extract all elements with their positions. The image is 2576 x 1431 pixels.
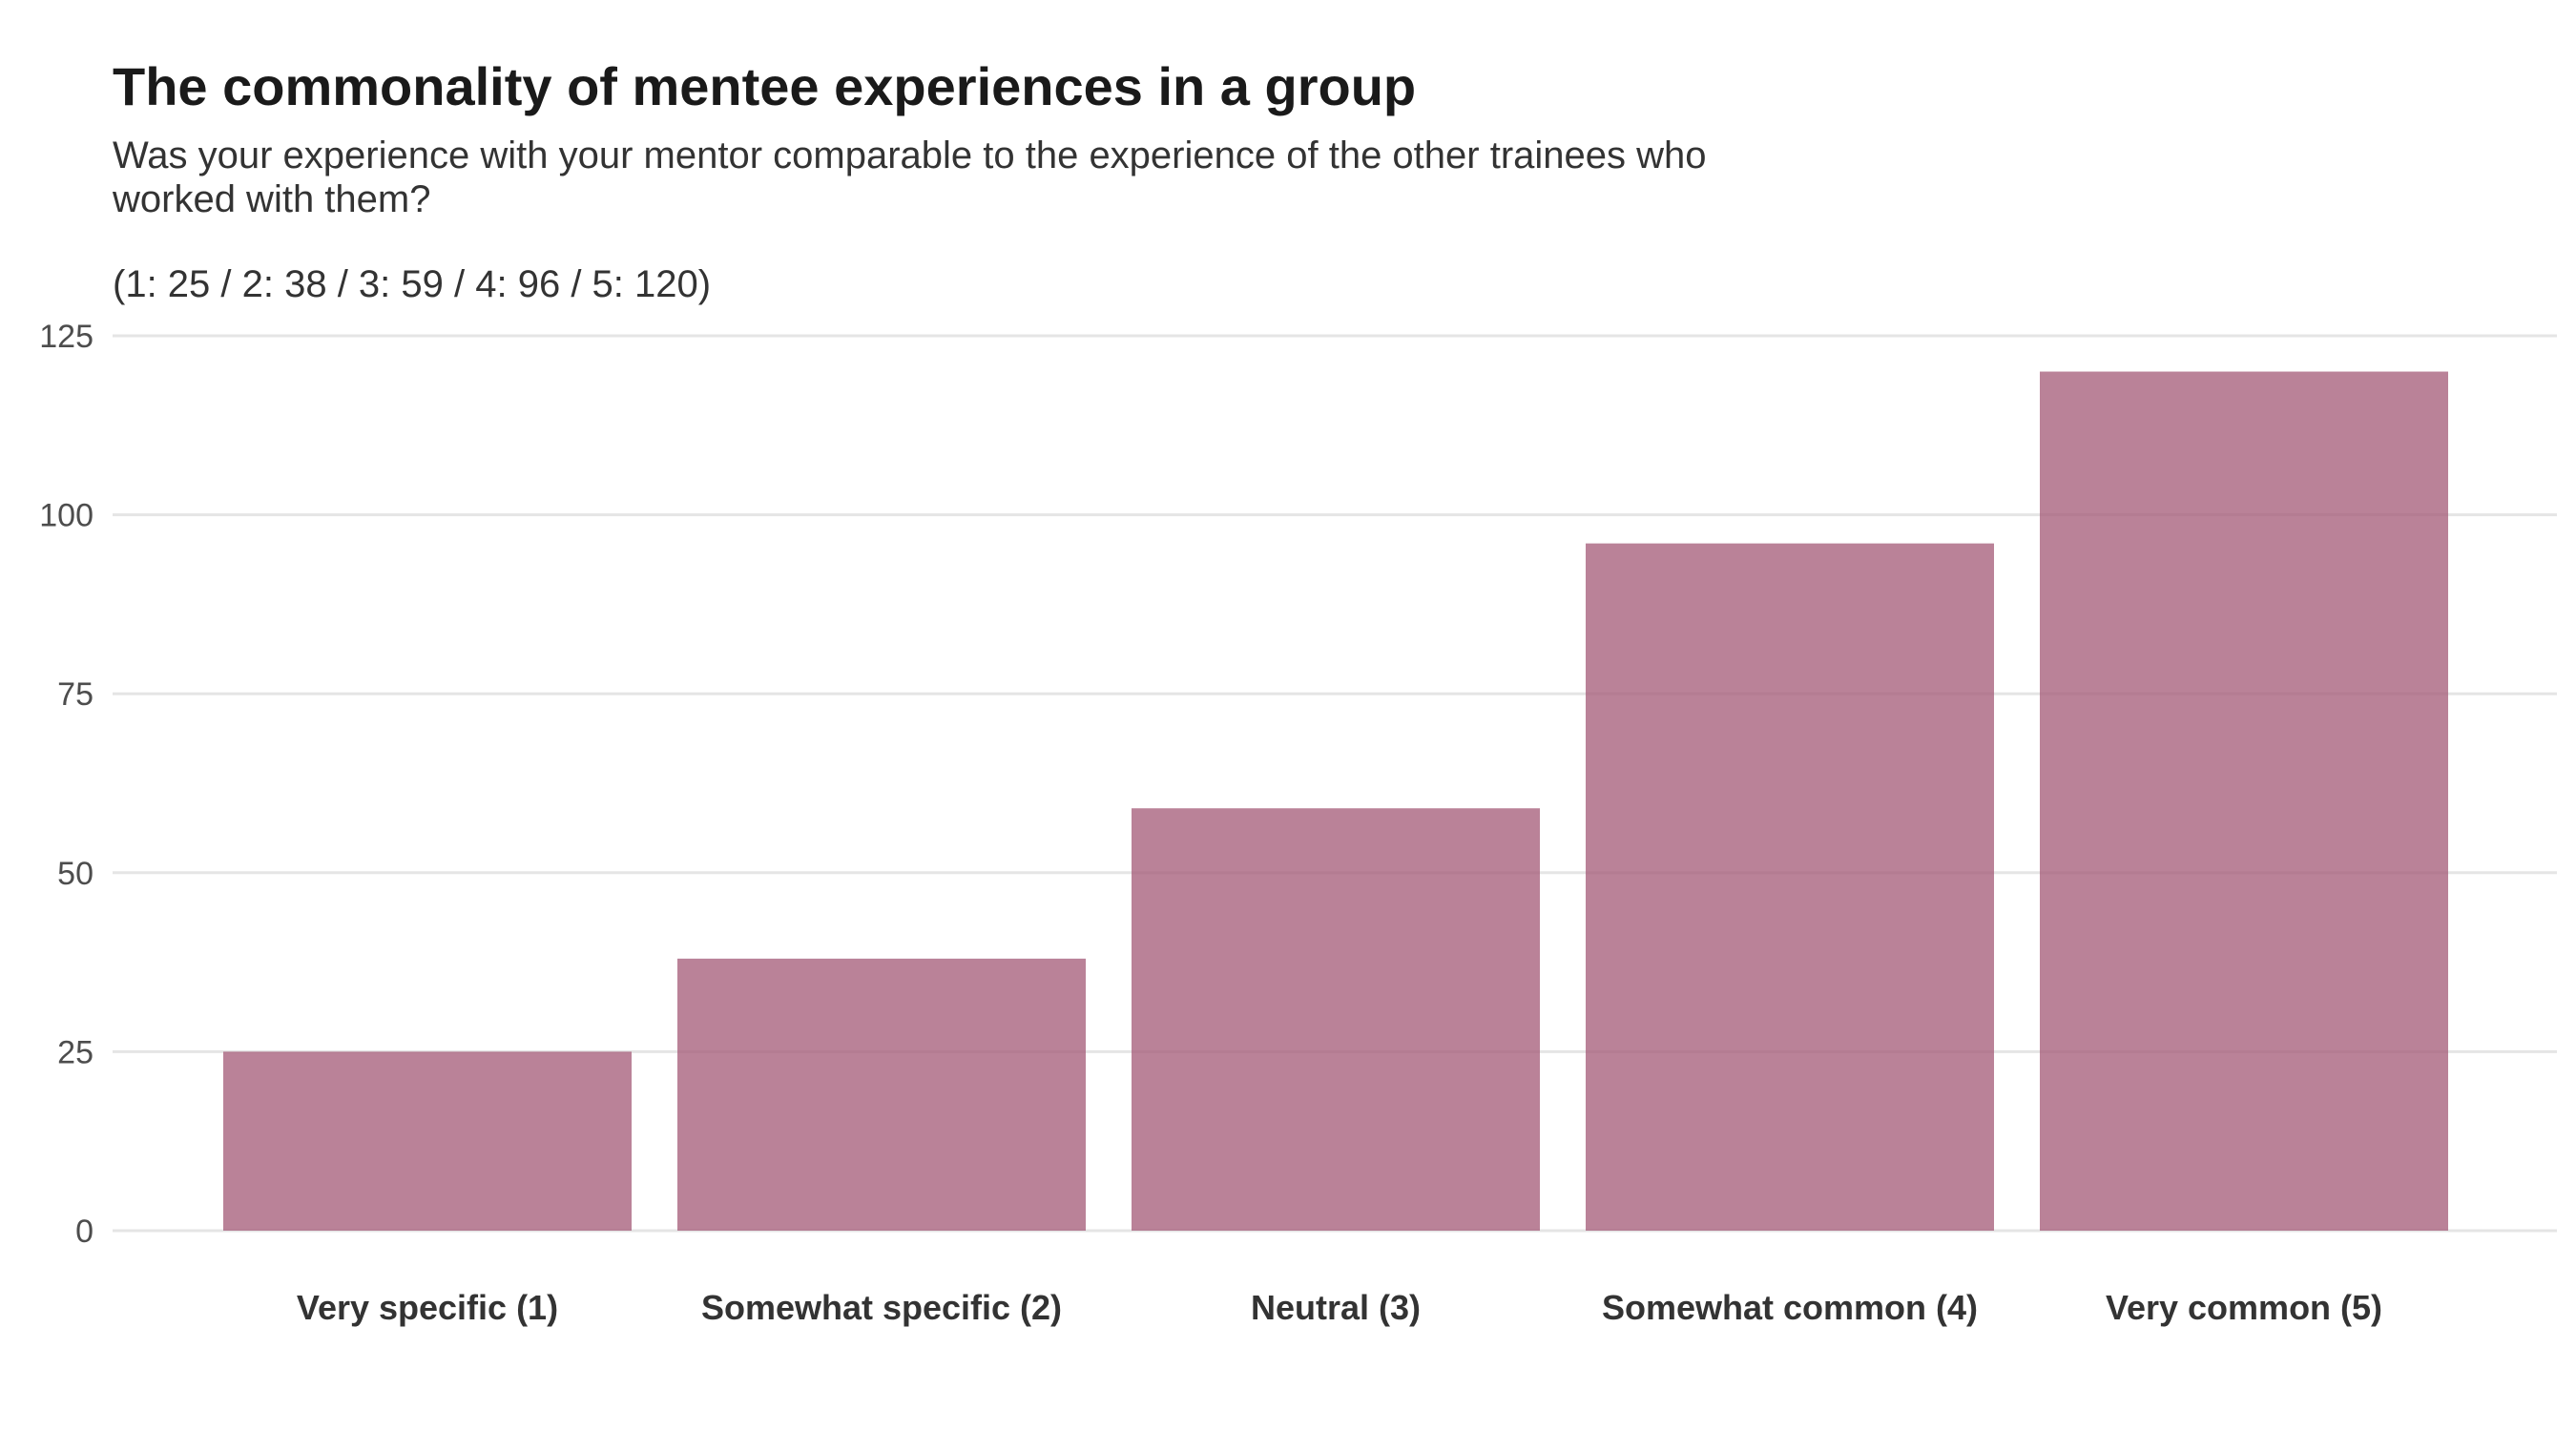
x-category-label: Somewhat specific (2) — [701, 1288, 1062, 1327]
chart-subtitle: Was your experience with your mentor com… — [113, 135, 1707, 220]
bar — [2040, 371, 2448, 1231]
bar — [1586, 543, 1994, 1231]
x-axis-labels: Very specific (1) Somewhat specific (2) Ne… — [297, 1288, 2382, 1327]
y-tick-label: 75 — [57, 676, 93, 713]
x-category-label: Very common (5) — [2106, 1288, 2382, 1327]
y-tick-label: 50 — [57, 856, 93, 892]
x-category-label: Neutral (3) — [1251, 1288, 1421, 1327]
bars — [223, 371, 2448, 1231]
y-tick-label: 0 — [75, 1213, 93, 1250]
y-tick-label: 125 — [39, 319, 93, 355]
y-tick-label: 25 — [57, 1034, 93, 1070]
chart-title: The commonality of mentee experiences in… — [113, 56, 1417, 116]
chart-caption: (1: 25 / 2: 38 / 3: 59 / 4: 96 / 5: 120) — [113, 263, 712, 305]
x-category-label: Very specific (1) — [297, 1288, 558, 1327]
y-tick-label: 100 — [39, 498, 93, 534]
bar — [677, 958, 1086, 1231]
y-axis-ticks: 0 25 50 75 100 125 — [39, 319, 93, 1250]
bar — [1132, 808, 1540, 1231]
x-category-label: Somewhat common (4) — [1602, 1288, 1978, 1327]
bar — [223, 1051, 632, 1231]
